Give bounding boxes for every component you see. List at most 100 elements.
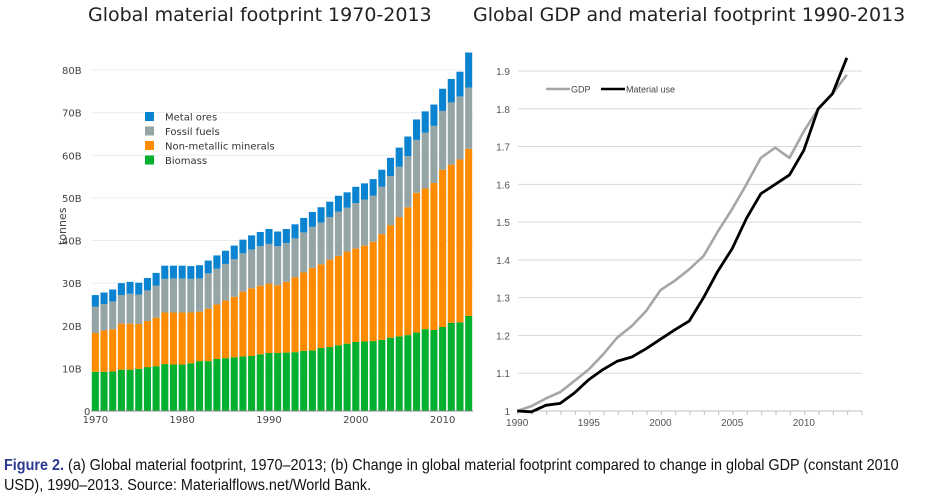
bar-group-1976 [143,278,151,411]
bar-fossil-fuels-1994 [300,232,308,273]
bar-fossil-fuels-1977 [152,285,160,318]
bar-group-1974 [126,281,134,411]
y-tick-label: 1.6 [496,180,510,191]
bar-metal-ores-1990 [265,228,273,244]
bar-biomass-1989 [256,354,264,411]
bar-biomass-1986 [230,357,238,411]
bar-fossil-fuels-1981 [187,278,195,313]
bar-fossil-fuels-1978 [161,278,169,313]
line-gdp [516,74,848,413]
bar-fossil-fuels-2000 [352,202,360,249]
bar-non-metallic-minerals-2013 [465,148,473,316]
bar-group-1996 [317,207,325,411]
bar-fossil-fuels-1980 [178,278,186,313]
bar-group-1971 [100,292,108,411]
chart-a-material-footprint: 0 10B 20B 30B 40B 50B 60B 70B 80B tonnes 1970 1980 1… [56,52,473,426]
bar-non-metallic-minerals-2009 [430,182,438,331]
bar-metal-ores-1996 [317,207,325,223]
bar-group-2010 [439,88,447,411]
bar-non-metallic-minerals-1987 [239,291,247,357]
bar-metal-ores-1999 [343,192,351,208]
bar-fossil-fuels-1991 [274,246,282,286]
legend-a: Metal ores Fossil fuels Non-metallic miner… [145,112,275,167]
bar-biomass-1990 [265,353,273,411]
y-tick-label: 80B [62,66,82,77]
y-tick-label: 40B [62,237,82,248]
bar-fossil-fuels-1979 [169,278,178,313]
bar-biomass-2013 [465,315,473,411]
bar-non-metallic-minerals-2007 [413,192,421,333]
y-tick-label: 1.9 [496,67,510,78]
bar-metal-ores-1973 [117,283,125,296]
bar-biomass-1974 [126,369,134,411]
bar-biomass-1973 [117,369,125,411]
bar-group-1975 [135,282,143,411]
bar-fossil-fuels-1976 [143,290,151,322]
bar-non-metallic-minerals-1986 [230,296,238,358]
bar-non-metallic-minerals-1998 [334,255,342,346]
legend-b: GDP Material use [546,85,675,95]
bar-biomass-1992 [282,352,290,411]
y-tick-label: 1.5 [496,218,510,229]
bar-fossil-fuels-2008 [421,132,429,189]
bar-biomass-1976 [143,367,151,411]
bar-fossil-fuels-1992 [282,243,290,282]
bar-group-1984 [213,255,221,411]
bar-fossil-fuels-1990 [265,243,273,284]
bar-biomass-1971 [100,371,108,411]
bar-biomass-1995 [308,350,316,411]
bar-group-1986 [230,245,238,411]
legend-label: Fossil fuels [165,127,220,138]
bar-fossil-fuels-2005 [395,166,403,218]
bar-group-1990 [265,228,273,411]
legend-label: Biomass [165,156,207,167]
bar-fossil-fuels-2013 [465,87,473,149]
chart-b-title: Global GDP and material footprint 1990-2… [473,4,906,26]
bar-non-metallic-minerals-2006 [404,207,412,336]
bar-non-metallic-minerals-2002 [369,241,377,342]
bar-group-1980 [178,265,186,411]
bar-group-2005 [395,147,403,411]
bar-non-metallic-minerals-2000 [352,248,360,342]
bar-non-metallic-minerals-1996 [317,264,325,348]
bar-non-metallic-minerals-1988 [248,288,256,357]
bar-metal-ores-1997 [326,201,334,218]
bar-metal-ores-1984 [213,255,221,269]
figure-caption: Figure 2. (a) Global material footprint,… [4,456,931,496]
bar-non-metallic-minerals-1999 [343,251,351,344]
bar-biomass-2012 [456,322,464,411]
bar-group-1977 [152,272,160,411]
bar-metal-ores-1977 [152,272,160,286]
bar-metal-ores-2009 [430,104,438,126]
bar-biomass-1984 [213,358,221,411]
bar-non-metallic-minerals-1980 [178,312,186,365]
y-tick-label: 1.1 [496,369,510,380]
bar-group-1979 [169,265,178,411]
bar-group-1972 [109,289,117,411]
bar-fossil-fuels-1986 [230,259,238,297]
bar-non-metallic-minerals-1973 [117,323,125,370]
legend-label: Non-metallic minerals [165,142,275,153]
bar-group-1994 [300,217,308,411]
y-tick-label: 60B [62,151,82,162]
bar-fossil-fuels-1997 [326,217,334,260]
bar-fossil-fuels-1972 [109,301,117,330]
bar-non-metallic-minerals-1990 [265,283,273,354]
bar-fossil-fuels-2001 [360,199,369,246]
bar-non-metallic-minerals-2008 [421,188,429,330]
bar-fossil-fuels-1984 [213,268,221,305]
bar-group-1988 [248,235,256,411]
bar-group-2013 [465,52,473,411]
bar-biomass-1982 [195,361,204,411]
bar-group-2004 [386,157,395,411]
x-tick-label: 2010 [430,415,455,426]
bar-biomass-1988 [248,356,256,411]
bar-metal-ores-1986 [230,245,238,260]
bar-metal-ores-1972 [109,289,117,302]
bar-metal-ores-2005 [395,147,403,167]
x-tick-label: 1990 [256,415,281,426]
bar-fossil-fuels-1996 [317,222,325,265]
bar-non-metallic-minerals-1992 [282,281,290,353]
bar-biomass-1977 [152,366,160,411]
bar-non-metallic-minerals-2012 [456,159,464,323]
